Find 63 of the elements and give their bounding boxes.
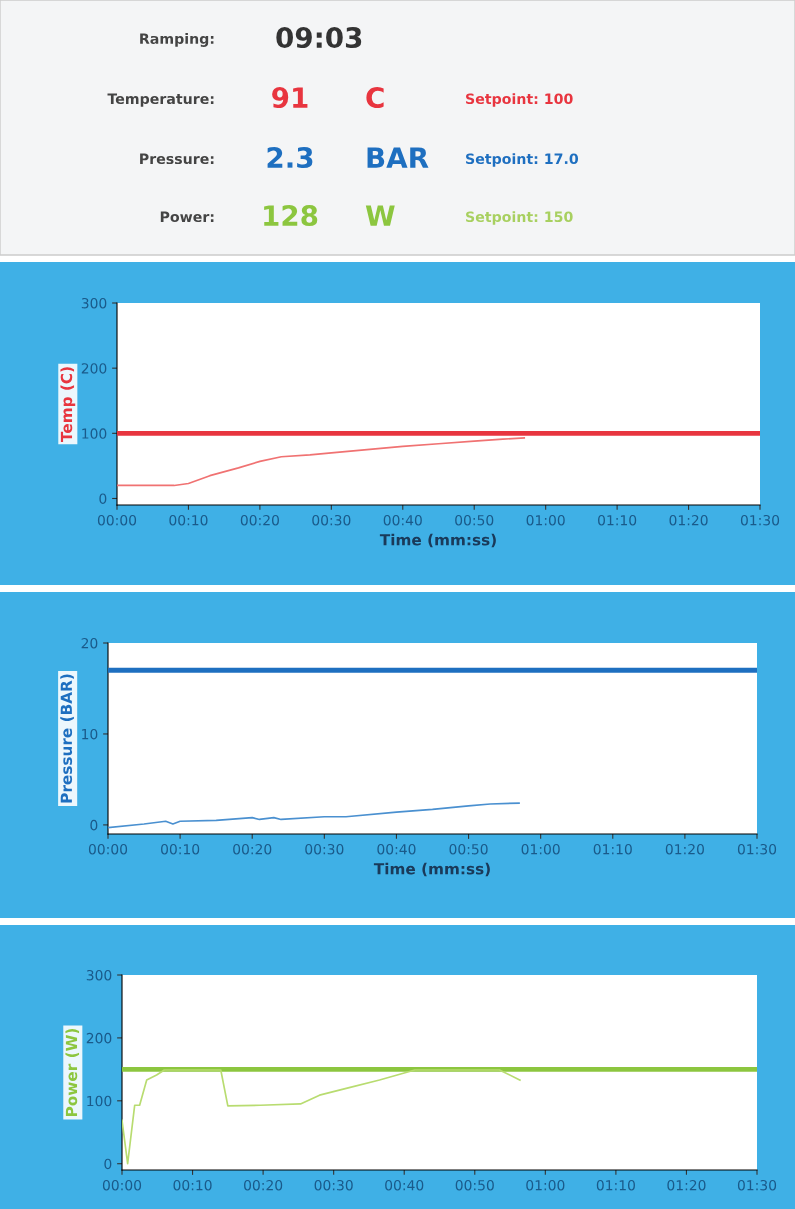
y-tick-label: 200	[81, 363, 107, 374]
y-tick-label: 0	[90, 819, 98, 831]
y-tick-label: 100	[82, 428, 107, 439]
text: 09:03	[276, 27, 362, 49]
y-tick-label: 300	[81, 297, 107, 309]
x-tick-label: 00:00	[88, 843, 128, 855]
text: Ramping:	[140, 33, 214, 47]
text: Pressure:	[140, 153, 214, 165]
x-tick-label: 00:30	[305, 843, 344, 855]
x-tick-label: 00:30	[312, 514, 351, 526]
x-tick-label: 00:50	[449, 843, 488, 855]
text: 128	[264, 205, 318, 227]
x-tick-label: 01:30	[737, 843, 777, 855]
x-tick-label: 00:00	[97, 514, 137, 526]
y-axis-title: Power (W)	[65, 1028, 80, 1117]
x-tick-label: 01:00	[526, 1179, 565, 1191]
text: W	[365, 205, 395, 226]
x-tick-label: 00:40	[377, 843, 416, 855]
x-tick-label: 01:10	[596, 1179, 635, 1191]
x-tick-label: 00:20	[240, 514, 279, 526]
x-tick-label: 00:00	[102, 1179, 142, 1191]
x-axis-title: Time (mm:ss)	[379, 533, 496, 548]
x-axis-title: Time (mm:ss)	[373, 862, 490, 877]
x-tick-label: 01:00	[526, 514, 565, 526]
y-tick-label: 10	[82, 728, 98, 740]
x-tick-label: 00:40	[383, 514, 422, 526]
line-series	[117, 437, 526, 487]
x-tick-label: 00:50	[455, 1179, 494, 1191]
y-axis-title: Pressure (BAR)	[60, 674, 74, 803]
y-axis-title: Temp (C)	[60, 367, 76, 442]
x-tick-label: 00:50	[455, 514, 494, 526]
text: 2.3	[267, 147, 313, 169]
x-tick-label: 00:20	[233, 843, 272, 855]
text: Setpoint: 150	[466, 211, 573, 225]
x-tick-label: 00:40	[385, 1179, 424, 1191]
x-tick-label: 01:10	[598, 514, 637, 526]
text: BAR	[367, 147, 429, 168]
x-tick-label: 01:00	[521, 843, 560, 855]
x-tick-label: 00:10	[161, 843, 200, 855]
text: Power:	[160, 211, 214, 223]
line-series	[122, 1069, 521, 1165]
text: C	[366, 87, 384, 109]
x-tick-label: 01:20	[665, 843, 704, 855]
y-tick-label: 20	[81, 637, 98, 649]
y-tick-label: 200	[86, 1032, 112, 1044]
y-tick-label: 300	[86, 969, 112, 981]
x-tick-label: 01:20	[669, 514, 708, 526]
x-tick-label: 01:30	[737, 1179, 777, 1191]
line-series	[108, 802, 520, 829]
x-tick-label: 01:20	[667, 1179, 706, 1191]
x-tick-label: 00:10	[169, 514, 208, 526]
y-tick-label: 0	[99, 493, 107, 504]
text: Temperature:	[107, 93, 214, 107]
x-tick-label: 00:20	[244, 1179, 283, 1191]
x-tick-label: 00:30	[314, 1179, 353, 1191]
text: 91	[272, 87, 308, 109]
x-tick-label: 00:10	[173, 1179, 212, 1191]
x-tick-label: 01:10	[593, 843, 632, 855]
y-tick-label: 100	[87, 1095, 112, 1107]
x-tick-label: 01:30	[740, 514, 780, 526]
text: Setpoint: 17.0	[466, 153, 579, 167]
text: Setpoint: 100	[466, 93, 573, 107]
y-tick-label: 0	[104, 1158, 112, 1170]
